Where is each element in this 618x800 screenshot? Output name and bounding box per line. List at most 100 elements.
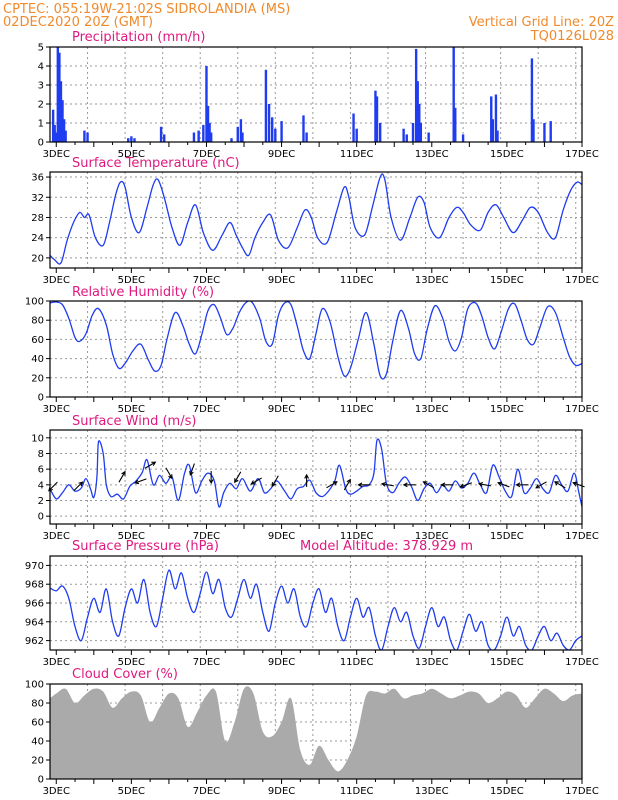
- wind-arrow-shaft: [251, 477, 263, 485]
- precip-ytick-label: 5: [38, 43, 44, 54]
- temp-xtick-label: 13DEC: [415, 275, 449, 286]
- rh-ytick-label: 0: [38, 393, 44, 404]
- precip-ytick-label: 0: [38, 138, 44, 149]
- precip-plot-area: [51, 47, 552, 142]
- rh-xtick-label: 7DEC: [193, 404, 220, 415]
- rh-frame: [49, 300, 583, 398]
- pressure-ytick-label: 966: [25, 599, 44, 610]
- temp-xtick-label: 5DEC: [118, 275, 145, 286]
- wind-ytick-label: 6: [38, 465, 44, 476]
- precip-ytick-label: 2: [38, 100, 44, 111]
- precip-xtick-label: 5DEC: [118, 149, 145, 160]
- cloud-frame: [49, 683, 583, 780]
- panel-rh: Relative Humidity (%) 0 20 40 60 80 100 3DEC 5DE…: [25, 285, 599, 415]
- rh-xtick-label: 15DEC: [490, 404, 524, 415]
- wind-arrow-head: [515, 482, 521, 488]
- rh-ytick-label: 60: [31, 335, 44, 346]
- pressure-ytick-label: 968: [25, 580, 44, 591]
- wind-arrow-head: [572, 481, 578, 487]
- precip-bar: [549, 121, 552, 142]
- precip-bar: [427, 132, 430, 142]
- precip-bar: [205, 66, 208, 142]
- wind-arrow-shaft: [423, 481, 435, 489]
- wind-xtick-label: 7DEC: [193, 531, 220, 542]
- pressure-title: Surface Pressure (hPa): [72, 539, 219, 554]
- precip-bar: [496, 130, 499, 142]
- precip-bar: [418, 104, 421, 142]
- precip-bar: [302, 115, 305, 142]
- wind-frame: [49, 429, 583, 525]
- precip-bar: [416, 81, 419, 142]
- wind-title: Surface Wind (m/s): [72, 414, 196, 429]
- panel-pressure: Surface Pressure (hPa) Model Altitude: 37…: [25, 539, 599, 668]
- wind-arrow-head: [497, 481, 503, 487]
- precip-bar: [209, 132, 213, 142]
- wind-xtick-label: 15DEC: [490, 531, 524, 542]
- temp-xtick-label: 11DEC: [340, 275, 374, 286]
- wind-arrow-head: [477, 481, 484, 487]
- temp-plot-area: [50, 173, 582, 265]
- wind-arrow-head: [422, 481, 428, 486]
- model-id: TQ0126L028: [530, 29, 614, 44]
- cloud-xtick-label: 9DEC: [268, 786, 295, 797]
- wind-arrow-shaft: [554, 481, 566, 489]
- precip-bar: [454, 107, 457, 142]
- rh-line: [50, 301, 582, 380]
- precip-bar: [270, 117, 274, 142]
- precip-xtick-label: 15DEC: [490, 149, 524, 160]
- cloud-ytick-label: 80: [31, 699, 44, 710]
- precip-bar: [532, 119, 535, 142]
- wind-arrow-shaft: [326, 481, 338, 489]
- wind-arrow-shaft: [189, 463, 195, 475]
- precip-bar: [355, 128, 358, 142]
- precip-bar: [51, 109, 55, 142]
- precip-bar: [55, 132, 58, 142]
- temp-xtick-label: 7DEC: [193, 275, 220, 286]
- precip-xtick-label: 17DEC: [565, 149, 599, 160]
- cloud-area: [50, 686, 582, 779]
- precip-bar: [530, 58, 534, 142]
- precip-bar: [461, 134, 465, 142]
- wind-arrow-head: [553, 481, 559, 486]
- wind-xtick-label: 17DEC: [565, 531, 599, 542]
- cloud-xtick-label: 13DEC: [415, 786, 449, 797]
- wind-arrow-head: [332, 481, 338, 486]
- precip-bar: [53, 124, 56, 142]
- wind-arrow-head: [535, 484, 541, 489]
- cloud-xtick-label: 5DEC: [118, 786, 145, 797]
- precip-ytick-label: 4: [38, 62, 44, 73]
- wind-arrow-head: [402, 482, 408, 488]
- precip-bar: [419, 123, 423, 142]
- wind-arrow-head: [151, 461, 157, 466]
- wind-arrow-shaft: [271, 475, 279, 487]
- wind-ytick-label: 0: [38, 512, 44, 523]
- rh-xtick-label: 13DEC: [415, 404, 449, 415]
- rh-xtick-label: 9DEC: [268, 404, 295, 415]
- cloud-ytick-label: 20: [31, 756, 44, 767]
- temp-xtick-label: 3DEC: [43, 275, 70, 286]
- panel-temp: Surface Temperature (nC) 20 24 28 32 36 3DEC 5D…: [31, 156, 599, 286]
- precip-bar: [202, 124, 205, 142]
- precip-bar: [59, 81, 63, 142]
- wind-arrow-shaft: [535, 481, 547, 489]
- precip-bar: [452, 47, 455, 142]
- wind-arrow-head: [234, 478, 239, 484]
- wind-ytick-label: 4: [38, 480, 44, 491]
- wind-arrow-shaft: [573, 482, 585, 488]
- wind-arrow-shaft: [497, 482, 510, 488]
- station-header: CPTEC: 055:19W-21:02S SIDROLANDIA (MS): [3, 2, 290, 17]
- precip-bar: [83, 130, 86, 142]
- cloud-plot-area: [50, 686, 582, 779]
- wind-ytick-label: 8: [38, 449, 44, 460]
- wind-arrow-head: [78, 481, 84, 487]
- pressure-plot-area: [50, 569, 582, 650]
- rh-xtick-label: 11DEC: [340, 404, 374, 415]
- wind-arrow-shaft: [478, 483, 491, 487]
- pressure-xtick-label: 15DEC: [490, 657, 524, 668]
- wind-arrow-head: [134, 479, 140, 485]
- precip-bar: [58, 52, 61, 142]
- wind-arrow-shaft: [460, 482, 473, 488]
- wind-arrow-head: [459, 483, 465, 489]
- pressure-ytick-label: 964: [25, 617, 44, 628]
